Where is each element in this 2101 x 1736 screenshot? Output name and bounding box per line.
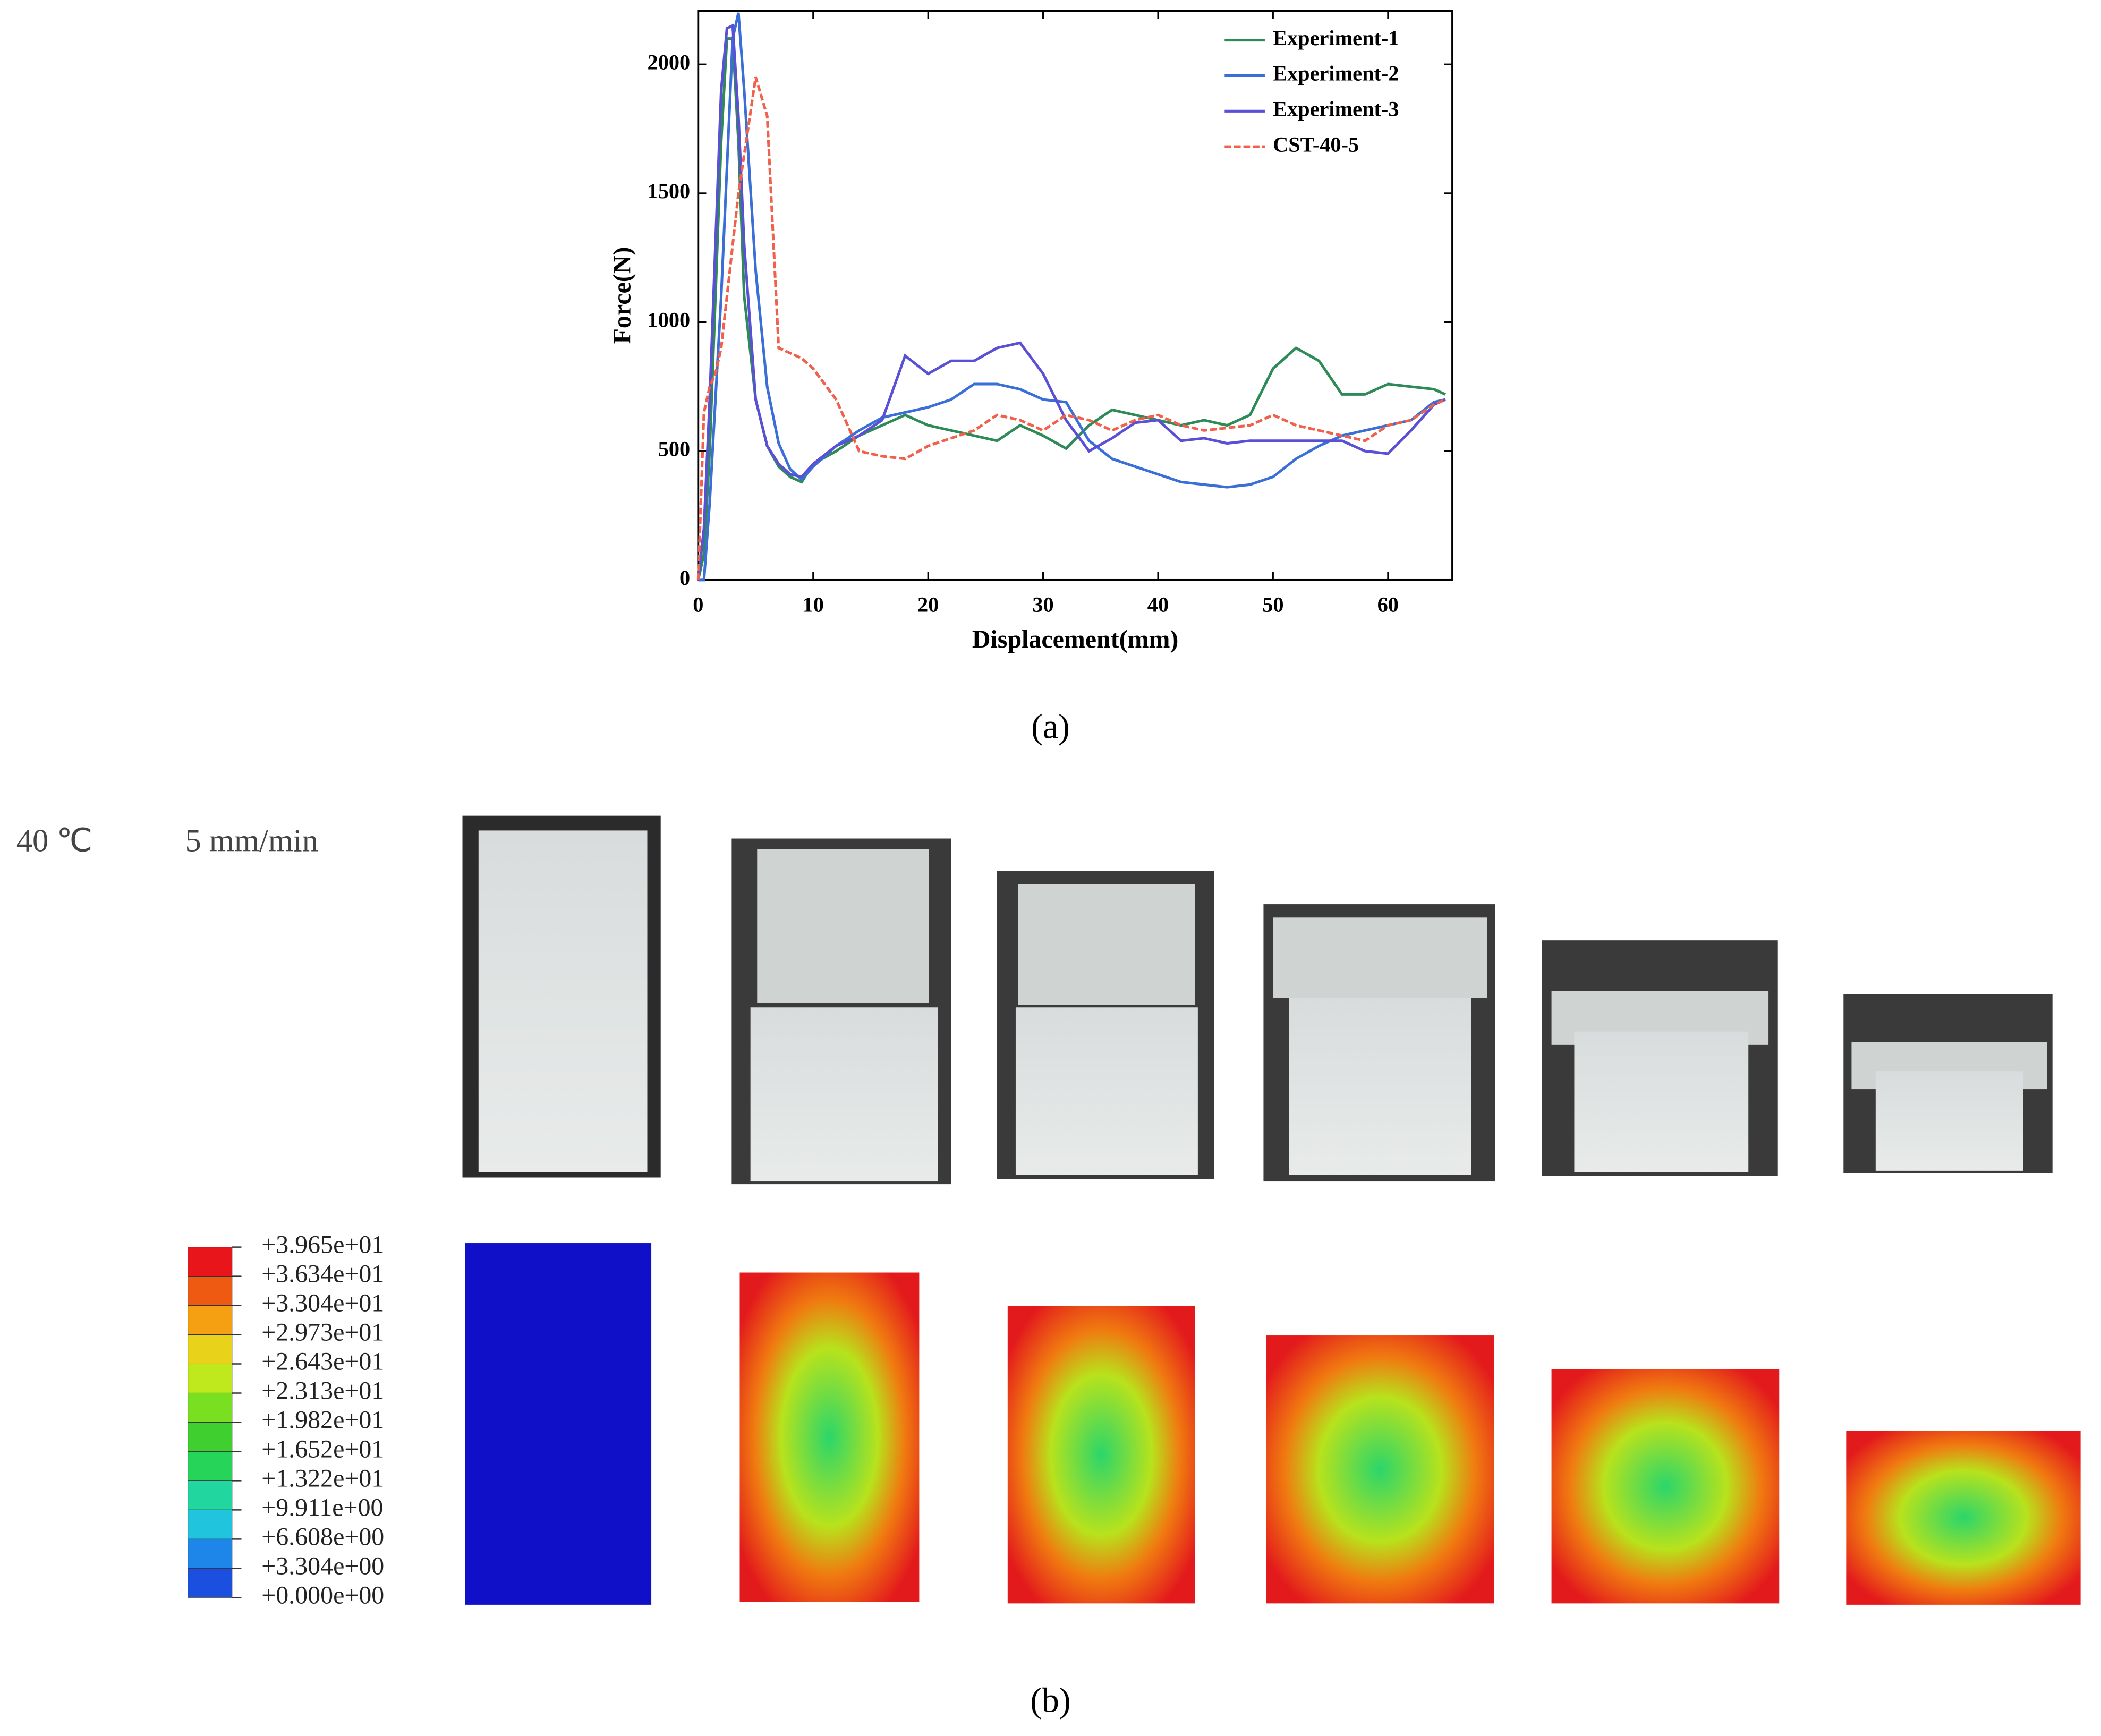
contour-swatch [188, 1392, 233, 1423]
x-tick-label: 50 [1262, 593, 1283, 617]
photo-specimen [750, 1007, 938, 1182]
contour-swatch [188, 1334, 233, 1365]
contour-swatch [188, 1247, 233, 1277]
x-tick-label: 60 [1377, 593, 1399, 617]
y-tick-label: 500 [658, 437, 690, 461]
photo-specimen [1574, 1031, 1749, 1172]
y-tick-label: 2000 [648, 50, 691, 74]
legend-label: Experiment-3 [1273, 97, 1399, 121]
x-tick-label: 0 [693, 593, 703, 617]
contour-swatch [188, 1451, 233, 1481]
contour-label: +0.000e+00 [261, 1581, 384, 1609]
series-line [696, 76, 1447, 580]
rate-label: 5 mm/min [185, 823, 318, 859]
contour-swatch [188, 1538, 233, 1569]
contour-label: +3.965e+01 [261, 1231, 384, 1259]
series-line [696, 23, 1447, 581]
legend-label: Experiment-2 [1273, 62, 1399, 86]
contour-label: +2.973e+01 [261, 1318, 384, 1347]
contour-label: +3.304e+00 [261, 1552, 384, 1580]
fea-specimen [465, 1243, 652, 1605]
contour-swatch [188, 1422, 233, 1452]
line-chart: 0 10 20 30 40 50 60 0 500 1000 1500 2000 Displacemen… [608, 10, 1453, 653]
panel-label: (b) [1030, 1682, 1070, 1720]
contour-swatch [188, 1363, 233, 1393]
panel-label: (a) [1031, 708, 1070, 746]
legend-label: CST-40-5 [1273, 132, 1359, 156]
temperature-label: 40 ℃ [16, 823, 93, 859]
photo-specimen [1289, 998, 1471, 1175]
contour-label: +1.982e+01 [261, 1406, 384, 1434]
photos [462, 815, 2053, 1185]
x-tick-label: 30 [1032, 593, 1053, 617]
series-line [698, 12, 1446, 582]
contour-label: +9.911e+00 [261, 1493, 383, 1521]
x-tick-label: 40 [1147, 593, 1169, 617]
fea-specimen [739, 1272, 920, 1602]
photo-specimen [1015, 1007, 1198, 1175]
contour-label: +3.304e+01 [261, 1289, 384, 1317]
legend-label: Experiment-1 [1273, 26, 1399, 50]
contour-swatch [188, 1509, 233, 1539]
photo-specimen [1018, 884, 1195, 1005]
fea-results [465, 1243, 2081, 1605]
contour-label: +6.608e+00 [261, 1522, 384, 1551]
contour-label: +3.634e+01 [261, 1260, 384, 1288]
fea-specimen [1007, 1306, 1195, 1604]
y-tick-label: 1000 [648, 308, 691, 332]
photo-specimen [757, 849, 929, 1003]
x-tick-label: 20 [917, 593, 939, 617]
photo-specimen [1273, 917, 1487, 998]
contour-swatch [188, 1305, 233, 1335]
contour-swatch [188, 1276, 233, 1306]
y-tick-label: 0 [679, 566, 690, 590]
x-tick-label: 10 [803, 593, 824, 617]
fea-specimen [1846, 1431, 2081, 1605]
photo-specimen [1875, 1071, 2023, 1171]
contour-legend: +3.965e+01+3.634e+01+3.304e+01+2.973e+01… [188, 1231, 384, 1609]
plot-frame [697, 10, 1453, 581]
fea-specimen [1266, 1335, 1494, 1604]
y-tick-label: 1500 [648, 179, 691, 203]
contour-swatch [188, 1480, 233, 1510]
fea-specimen [1551, 1369, 1780, 1604]
contour-label: +2.313e+01 [261, 1376, 384, 1405]
y-axis-label: Force(N) [608, 247, 636, 344]
contour-label: +2.643e+01 [261, 1347, 384, 1375]
contour-label: +1.322e+01 [261, 1464, 384, 1492]
contour-label: +1.652e+01 [261, 1435, 384, 1463]
photo-specimen [478, 830, 648, 1172]
x-axis-label: Displacement(mm) [972, 625, 1178, 653]
contour-swatch [188, 1568, 233, 1598]
